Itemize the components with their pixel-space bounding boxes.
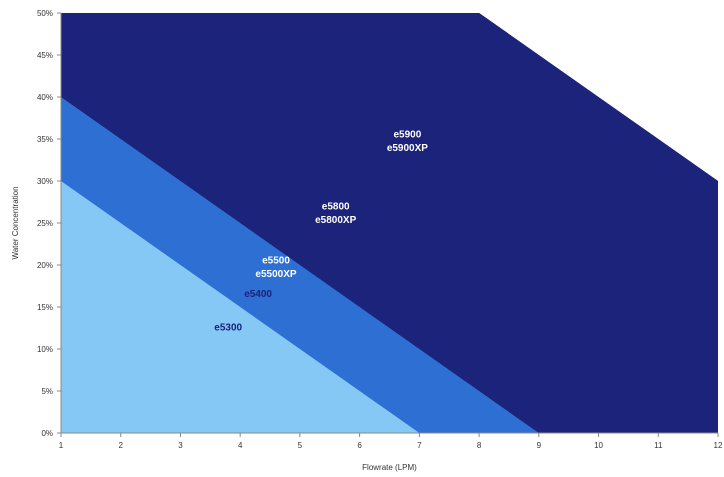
y-tick-label: 5%	[41, 387, 53, 396]
axes: 0%5%10%15%20%25%30%35%40%45%50%1 2 3 4 5 6 7 8 9…	[37, 9, 723, 450]
x-tick-label: 6	[357, 441, 362, 450]
x-tick-label: 11	[654, 441, 663, 450]
x-tick-label: 8	[477, 441, 482, 450]
y-tick-label: 45%	[37, 51, 53, 60]
region-label: e5400	[244, 289, 272, 300]
y-tick-label: 25%	[37, 219, 53, 228]
region-label: e5500XP	[255, 269, 296, 280]
region-layer	[61, 13, 718, 433]
y-tick-label: 20%	[37, 261, 53, 270]
x-tick-label: 3	[178, 441, 183, 450]
region-label: e5900	[393, 129, 421, 140]
region-label: e5800	[322, 202, 350, 213]
y-tick-label: 10%	[37, 345, 53, 354]
x-tick-label: 4	[238, 441, 243, 450]
x-tick-label: 2	[119, 441, 124, 450]
x-tick-label: 1	[59, 441, 64, 450]
region-label: e5800XP	[315, 215, 356, 226]
y-tick-label: 15%	[37, 303, 53, 312]
y-tick-label: 50%	[37, 9, 53, 18]
region-label: e5900XP	[387, 143, 428, 154]
x-tick-label: 5	[298, 441, 303, 450]
x-axis-title: Flowrate (LPM)	[362, 463, 417, 472]
y-tick-label: 40%	[37, 93, 53, 102]
y-axis-title: Water Concentration	[11, 186, 20, 259]
x-tick-label: 12	[714, 441, 723, 450]
region-labels: e5900 e5900XP e5800 e5800XP e5500 e5500XP e540…	[214, 129, 428, 333]
y-tick-label: 35%	[37, 135, 53, 144]
y-tick-label: 30%	[37, 177, 53, 186]
x-tick-label: 10	[594, 441, 603, 450]
y-tick-label: 0%	[41, 429, 53, 438]
region-4	[61, 181, 420, 433]
x-tick-label: 7	[417, 441, 422, 450]
region-label: e5300	[214, 323, 242, 334]
region-label: e5500	[262, 255, 290, 266]
x-tick-label: 9	[537, 441, 542, 450]
